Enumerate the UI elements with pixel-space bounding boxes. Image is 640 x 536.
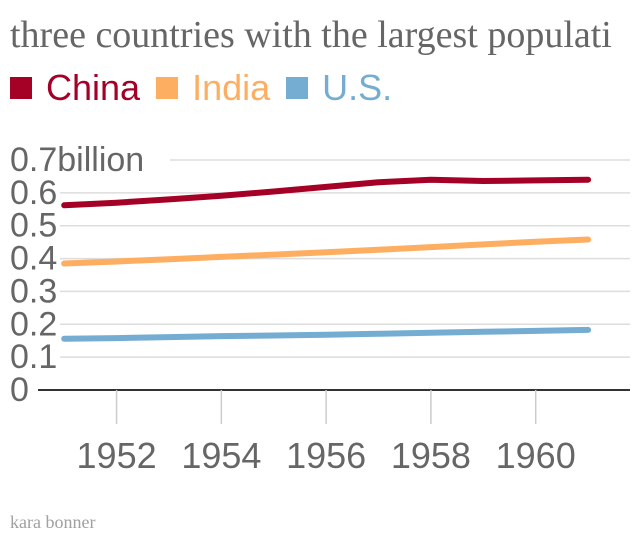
y-tick-label: 0.6: [10, 174, 57, 212]
series-lines: [61, 176, 592, 342]
x-tick-label: 1954: [181, 435, 261, 476]
y-tick-label: 0: [10, 371, 29, 409]
legend-swatch-india: [156, 77, 179, 99]
chart-title: three countries with the largest populat…: [10, 14, 612, 56]
y-tick-label: 0.5: [10, 207, 57, 245]
y-tick-label: 0.3: [10, 272, 57, 310]
axes: 00.10.20.30.40.50.60.7billion 1952 1954 195…: [10, 141, 630, 476]
series-line-india: [61, 236, 592, 267]
x-tick-label: 1952: [77, 435, 157, 476]
y-tick-label: 0.2: [10, 305, 57, 343]
series-line-china: [61, 176, 592, 209]
series-line-us: [61, 326, 592, 342]
legend-label-india: India: [192, 67, 271, 108]
x-tick-label: 1958: [391, 435, 471, 476]
legend-label-us: U.S.: [322, 67, 393, 108]
legend-item-china[interactable]: China: [10, 66, 140, 110]
legend-swatch-china: [10, 77, 32, 99]
x-tick-label: 1960: [496, 435, 576, 476]
legend-item-us[interactable]: U.S.: [286, 66, 392, 110]
legend-item-india[interactable]: India: [156, 66, 270, 110]
legend-label-china: China: [46, 67, 141, 108]
x-tick-label: 1956: [286, 435, 366, 476]
credit-text: kara bonner: [10, 512, 96, 532]
y-tick-label: 0.4: [10, 240, 57, 278]
legend-swatch-us: [286, 77, 309, 99]
y-tick-label: 0.7billion: [10, 141, 144, 179]
chart-legend: China India U.S.: [10, 66, 408, 110]
y-tick-label: 0.1: [10, 338, 57, 376]
